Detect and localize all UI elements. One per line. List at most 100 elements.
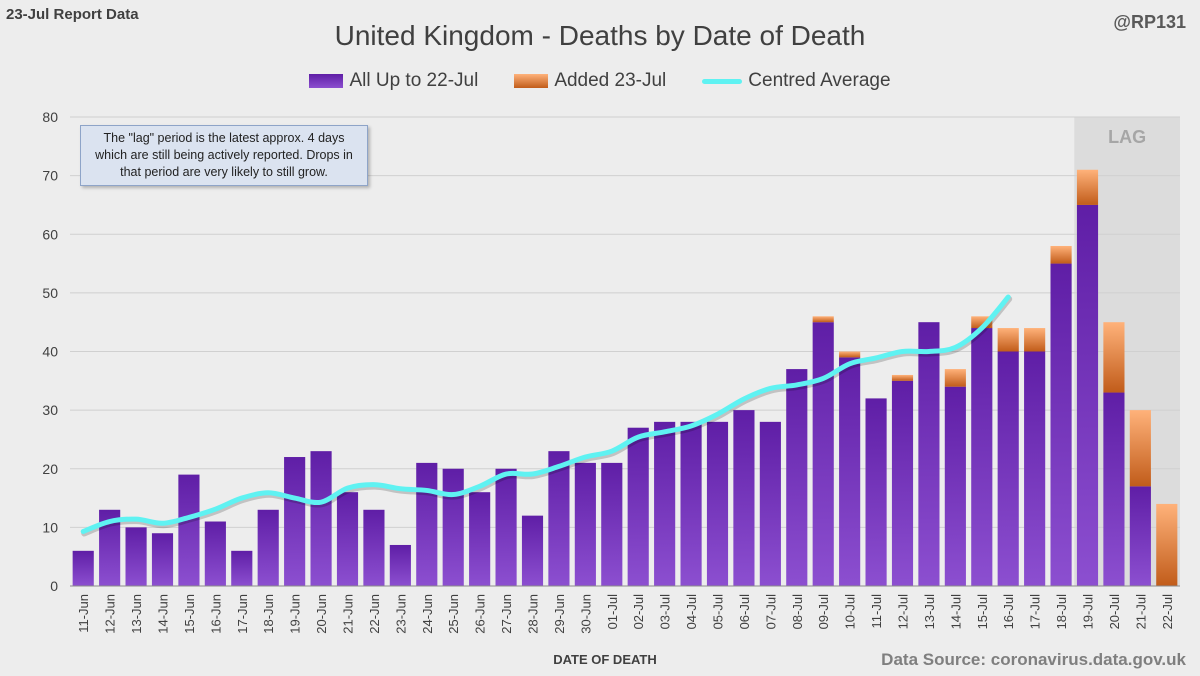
x-tick-label-16-Jun: 16-Jun [208, 594, 223, 634]
bar-all-up-to-30-Jun [574, 462, 596, 586]
bar-all-up-to-12-Jun [99, 509, 121, 586]
bar-added-09-Jul [812, 316, 834, 323]
bar-all-up-to-26-Jun [469, 492, 491, 586]
bar-added-18-Jul [1050, 245, 1072, 264]
bar-added-19-Jul [1076, 169, 1099, 205]
x-tick-label-17-Jul: 17-Jul [1028, 594, 1043, 630]
x-tick-label-26-Jun: 26-Jun [473, 594, 488, 634]
bar-all-up-to-05-Jul [706, 421, 729, 586]
x-tick-label-21-Jun: 21-Jun [341, 594, 356, 634]
y-tick-label-0: 0 [50, 578, 58, 594]
x-tick-label-22-Jul: 22-Jul [1160, 594, 1175, 630]
x-tick-label-29-Jun: 29-Jun [552, 594, 567, 634]
bar-all-up-to-06-Jul [733, 410, 755, 586]
x-tick-label-16-Jul: 16-Jul [1001, 594, 1016, 630]
x-tick-label-17-Jun: 17-Jun [235, 594, 250, 634]
y-tick-label-30: 30 [42, 402, 58, 418]
x-tick-label-11-Jun: 11-Jun [76, 594, 91, 633]
bar-all-up-to-21-Jun [336, 492, 359, 586]
y-tick-label-80: 80 [42, 109, 58, 125]
report-date-label: 23-Jul Report Data [6, 6, 139, 23]
data-source-label: Data Source: coronavirus.data.gov.uk [881, 650, 1186, 669]
lag-band-label: LAG [1108, 127, 1146, 147]
bar-all-up-to-22-Jun [363, 509, 385, 586]
legend-item-added: Added 23-Jul [514, 70, 666, 92]
bar-all-up-to-23-Jun [389, 544, 411, 586]
bar-all-up-to-20-Jun [310, 451, 332, 586]
bar-all-up-to-11-Jun [72, 550, 94, 586]
bar-all-up-to-15-Jun [178, 474, 200, 586]
chart-title: United Kingdom - Deaths by Date of Death [334, 20, 866, 51]
bar-all-up-to-14-Jun [151, 533, 174, 586]
legend-item-centred-average: Centred Average [702, 70, 891, 92]
bar-all-up-to-18-Jul [1050, 263, 1072, 586]
x-tick-label-20-Jul: 20-Jul [1107, 594, 1122, 630]
centred-average-line [80, 294, 1011, 534]
x-tick-label-19-Jun: 19-Jun [288, 594, 303, 634]
x-tick-label-15-Jun: 15-Jun [182, 594, 197, 634]
bar-all-up-to-15-Jul [971, 328, 993, 586]
bar-all-up-to-11-Jul [865, 398, 887, 586]
bar-added-16-Jul [997, 328, 1019, 352]
x-tick-label-13-Jul: 13-Jul [922, 594, 937, 630]
bar-added-21-Jul [1129, 410, 1151, 487]
x-tick-label-03-Jul: 03-Jul [658, 594, 673, 630]
bar-all-up-to-10-Jul [839, 357, 861, 586]
x-tick-label-09-Jul: 09-Jul [816, 594, 831, 630]
bar-all-up-to-25-Jun [442, 468, 464, 586]
bar-all-up-to-07-Jul [759, 421, 781, 586]
x-axis-title: DATE OF DEATH [553, 652, 657, 667]
x-tick-label-08-Jul: 08-Jul [790, 594, 805, 630]
x-tick-label-05-Jul: 05-Jul [711, 594, 726, 630]
x-tick-label-27-Jun: 27-Jun [499, 594, 514, 634]
x-tick-label-01-Jul: 01-Jul [605, 594, 620, 630]
legend-label-added: Added 23-Jul [554, 70, 667, 91]
bar-all-up-to-09-Jul [812, 322, 834, 586]
bar-added-15-Jul [971, 316, 993, 329]
x-tick-label-21-Jul: 21-Jul [1133, 594, 1148, 630]
x-tick-label-20-Jun: 20-Jun [314, 594, 329, 634]
author-handle: @RP131 [1113, 12, 1186, 32]
x-tick-label-14-Jun: 14-Jun [156, 594, 171, 634]
legend-swatch-purple [309, 74, 344, 88]
bar-all-up-to-04-Jul [680, 421, 702, 586]
x-tick-label-15-Jul: 15-Jul [975, 594, 990, 630]
x-tick-label-24-Jun: 24-Jun [420, 594, 435, 634]
bar-all-up-to-20-Jul [1103, 392, 1125, 586]
y-tick-label-70: 70 [42, 168, 58, 184]
bar-all-up-to-21-Jul [1129, 486, 1151, 586]
x-tick-label-25-Jun: 25-Jun [446, 594, 461, 634]
bar-added-10-Jul [839, 351, 861, 358]
bar-all-up-to-24-Jun [416, 462, 438, 586]
bar-all-up-to-12-Jul [891, 380, 914, 586]
y-tick-label-10: 10 [42, 519, 58, 535]
bar-all-up-to-03-Jul [654, 421, 676, 586]
x-tick-label-18-Jun: 18-Jun [261, 594, 276, 634]
bar-all-up-to-17-Jun [231, 550, 253, 586]
lag-note-box: The "lag" period is the latest approx. 4… [80, 125, 368, 186]
bar-all-up-to-13-Jul [918, 322, 940, 586]
x-tick-label-13-Jun: 13-Jun [129, 594, 144, 634]
x-tick-label-18-Jul: 18-Jul [1054, 594, 1069, 630]
legend-swatch-line [702, 78, 743, 84]
y-tick-label-60: 60 [42, 226, 58, 242]
x-tick-label-28-Jun: 28-Jun [526, 594, 541, 634]
bar-added-14-Jul [944, 369, 966, 387]
y-tick-label-50: 50 [42, 285, 58, 301]
bar-all-up-to-14-Jul [944, 386, 966, 586]
legend-label-centred-average: Centred Average [748, 70, 891, 91]
bar-all-up-to-19-Jul [1076, 204, 1099, 586]
bar-all-up-to-17-Jul [1024, 351, 1046, 586]
x-tick-label-14-Jul: 14-Jul [948, 594, 963, 630]
bar-all-up-to-29-Jun [548, 451, 570, 586]
bar-all-up-to-19-Jun [284, 457, 306, 586]
bar-added-17-Jul [1024, 328, 1046, 352]
bar-all-up-to-27-Jun [495, 468, 517, 586]
bar-all-up-to-13-Jun [125, 527, 147, 586]
bar-all-up-to-01-Jul [601, 462, 623, 586]
bar-all-up-to-28-Jun [521, 515, 544, 586]
bar-all-up-to-16-Jul [997, 351, 1019, 586]
bar-added-22-Jul [1156, 503, 1178, 586]
x-tick-label-11-Jul: 11-Jul [869, 594, 884, 629]
